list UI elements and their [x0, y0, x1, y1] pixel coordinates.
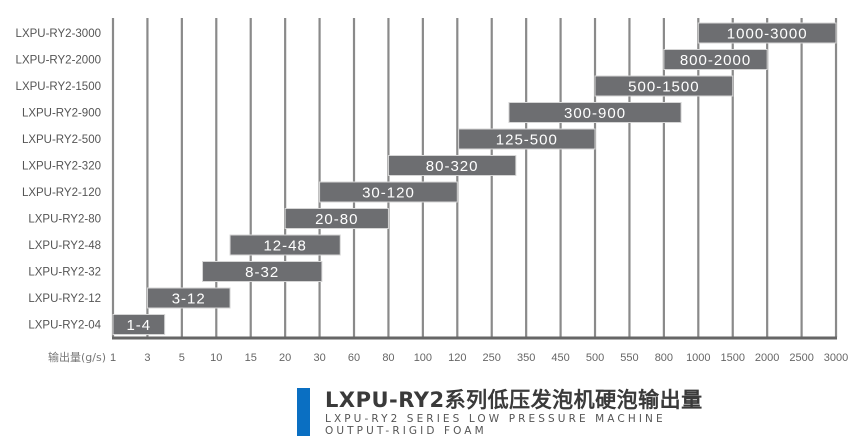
- x-tick-label: 500: [586, 352, 604, 364]
- y-category-label: LXPU-RY2-12: [28, 293, 101, 305]
- range-bar: [229, 234, 341, 256]
- x-tick-label: 1000: [686, 352, 710, 364]
- x-tick-label: 100: [414, 352, 432, 364]
- range-bar-label: 8-32: [245, 264, 279, 281]
- x-tick-label: 550: [620, 352, 638, 364]
- range-bar: [284, 208, 389, 229]
- x-tick-label: 350: [517, 352, 535, 364]
- x-tick-label: 120: [448, 352, 466, 364]
- title-accent-bar: [297, 388, 310, 436]
- y-category-label: LXPU-RY2-500: [22, 134, 101, 146]
- chart-title: LXPU-RY2系列低压发泡机硬泡输出量: [325, 388, 703, 412]
- x-axis-label: 输出量(g/s): [48, 350, 106, 364]
- range-bar: [663, 49, 768, 70]
- x-tick-label: 800: [655, 352, 673, 364]
- x-tick-label: 3: [144, 352, 150, 364]
- y-category-label: LXPU-RY2-04: [28, 320, 101, 332]
- range-bar: [202, 261, 323, 282]
- range-bar-label: 12-48: [263, 238, 306, 255]
- range-bar-label: 800-2000: [680, 52, 751, 69]
- x-tick-label: 80: [382, 352, 394, 364]
- y-category-label: LXPU-RY2-320: [22, 161, 101, 173]
- range-bar-label: 1-4: [126, 317, 151, 334]
- y-category-label: LXPU-RY2-32: [28, 267, 101, 279]
- range-bar: [697, 22, 837, 44]
- x-tick-label: 2000: [755, 352, 779, 364]
- range-bar-chart: 1 3 5 10 15 20 30 60 80 100 120 250 350 450 500 550 800 1…: [16, 18, 848, 364]
- range-bar: [458, 128, 596, 150]
- range-bar-label: 30-120: [362, 185, 415, 202]
- x-tick-label: 10: [210, 352, 222, 364]
- range-bar: [112, 314, 166, 335]
- range-bar: [594, 75, 734, 97]
- range-bar-label: 500-1500: [628, 79, 699, 96]
- chart-subtitle-line2: OUTPUT-RIGID FOAM: [325, 425, 487, 437]
- x-tick-label: 1500: [720, 352, 744, 364]
- range-bar: [387, 155, 517, 176]
- range-bar: [319, 181, 458, 203]
- chart-subtitle-line1: LXPU-RY2 SERIES LOW PRESSURE MACHINE: [325, 413, 666, 425]
- x-tick-label: 60: [348, 352, 360, 364]
- x-tick-label: 250: [483, 352, 501, 364]
- x-tick-label: 30: [313, 352, 325, 364]
- range-bar-label: 1000-3000: [727, 26, 808, 43]
- range-bar-label: 20-80: [315, 211, 358, 228]
- range-bar-label: 3-12: [172, 291, 206, 308]
- x-tick-label: 15: [245, 352, 257, 364]
- x-tick-label: 450: [551, 352, 569, 364]
- range-bar-label: 300-900: [564, 105, 626, 122]
- range-bar-label: 125-500: [496, 132, 558, 149]
- y-category-label: LXPU-RY2-120: [22, 187, 101, 199]
- x-tick-label: 20: [279, 352, 291, 364]
- range-bar: [146, 287, 231, 309]
- y-category-label: LXPU-RY2-1500: [16, 81, 101, 93]
- x-tick-label: 1: [110, 352, 116, 364]
- y-category-label: LXPU-RY2-2000: [16, 55, 101, 67]
- y-category-label: LXPU-RY2-900: [22, 108, 101, 120]
- x-tick-label: 5: [179, 352, 185, 364]
- range-bar-label: 80-320: [426, 158, 479, 175]
- y-category-label: LXPU-RY2-80: [28, 214, 101, 226]
- y-category-label: LXPU-RY2-48: [28, 240, 101, 252]
- range-bar: [508, 102, 682, 123]
- y-category-label: LXPU-RY2-3000: [16, 28, 101, 40]
- x-tick-label: 3000: [824, 352, 848, 364]
- x-tick-label: 2500: [789, 352, 813, 364]
